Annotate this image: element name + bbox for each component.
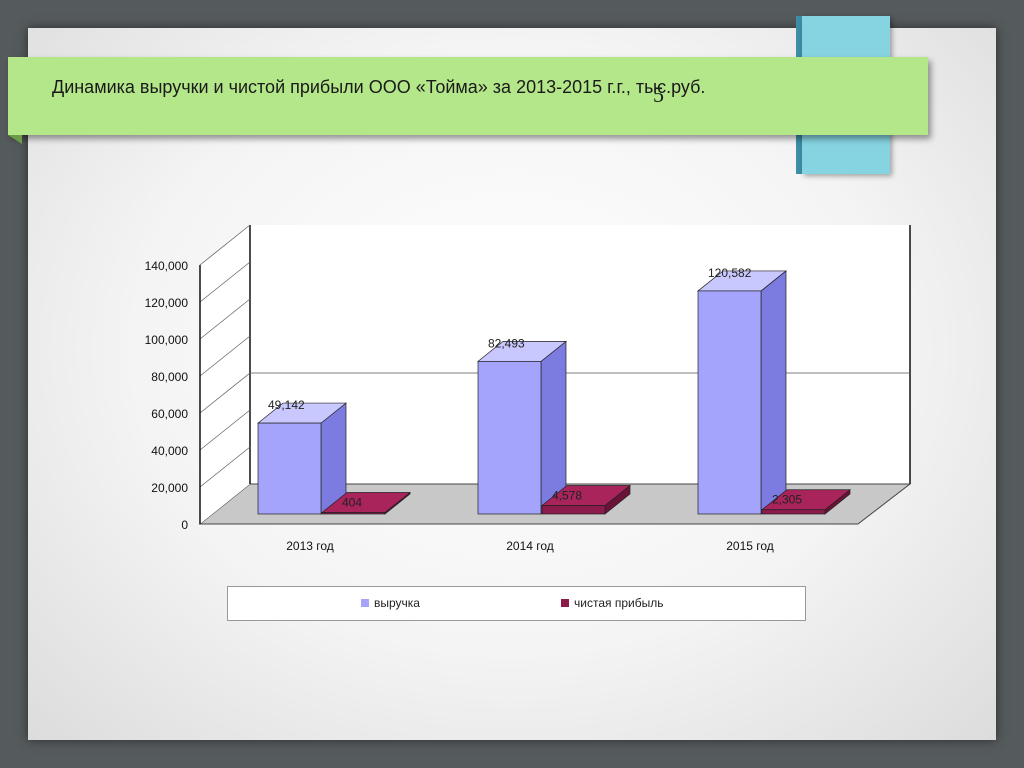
legend-swatch-profit [561,599,569,607]
legend-label-profit: чистая прибыль [574,596,664,610]
y-tick-label: 100,000 [145,333,189,347]
y-tick-label: 80,000 [151,370,188,384]
bar-profit-front [541,505,606,515]
x-tick-label: 2013 год [286,539,334,553]
gridline-side [199,298,251,340]
back-wall [250,225,910,484]
chart-title: Динамика выручки и чистой прибыли ООО «Т… [52,77,705,98]
bar-revenue-side [760,270,787,515]
chart-title-start: Динамика выручки и чистой прибыли ООО «Т… [52,77,603,97]
gridline-side [199,409,251,451]
y-tick-label: 0 [181,518,188,532]
bar-revenue-front [477,361,542,515]
bar-revenue-front [257,422,322,515]
legend-item-revenue: выручка [361,596,420,610]
bar-profit [321,491,411,515]
y-tick-label: 40,000 [151,444,188,458]
gridline-side [199,261,251,303]
legend-item-profit: чистая прибыль [561,596,663,610]
bar-profit-front [321,512,386,515]
side-wall [200,225,250,524]
legend: выручка чистая прибыль [227,586,806,621]
y-tick-label: 20,000 [151,481,188,495]
bar-revenue [477,340,567,515]
bar-profit [761,489,851,515]
bar-revenue-front [697,290,762,515]
data-label-profit: 4,578 [552,489,582,503]
bar-revenue [257,402,347,515]
data-label-revenue: 120,582 [708,266,752,280]
data-label-revenue: 82,493 [488,336,525,350]
bar-profit-front [761,509,826,515]
gridline-side [199,335,251,377]
page-number: 5 [653,82,664,107]
bar-profit [541,484,631,515]
x-tick-label: 2015 год [726,539,774,553]
legend-label-revenue: выручка [374,596,420,610]
gridline-side [199,446,251,488]
bar-revenue [697,270,787,515]
title-banner [8,57,928,135]
chart-title-end: г.г., тыс.руб. [602,77,706,97]
y-tick-label: 120,000 [145,296,189,310]
legend-swatch-revenue [361,599,369,607]
data-label-revenue: 49,142 [268,398,305,412]
gridline-side [199,372,251,414]
gridline-side [199,224,251,266]
y-tick-label: 140,000 [145,259,189,273]
x-tick-label: 2014 год [506,539,554,553]
data-label-profit: 2,305 [772,493,802,507]
y-tick-label: 60,000 [151,407,188,421]
banner-fold [8,135,22,144]
data-label-profit: 404 [342,496,362,510]
